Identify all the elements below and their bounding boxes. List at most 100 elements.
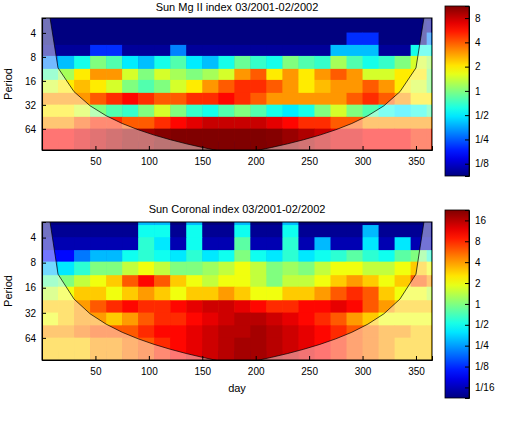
y-tick-label: 8 xyxy=(30,257,36,268)
plot-area xyxy=(42,222,432,360)
color-bar-tick: 2 xyxy=(465,61,481,72)
x-tick-label: 350 xyxy=(408,156,425,167)
y-tick: 8 xyxy=(30,257,46,268)
x-tick-label: 100 xyxy=(141,366,158,377)
x-tick-label: 250 xyxy=(301,156,318,167)
color-bar-tick-mark xyxy=(465,115,469,116)
cone-of-influence-line xyxy=(43,18,431,150)
color-bar-axis-line xyxy=(465,7,470,177)
color-bar-tick-label: 1/16 xyxy=(475,382,495,393)
y-tick-mark xyxy=(42,313,46,314)
y-tick: 8 xyxy=(30,52,46,63)
x-tick: 100 xyxy=(141,356,158,377)
y-tick: 4 xyxy=(30,232,46,243)
color-bar-tick-label: 1 xyxy=(475,86,481,97)
color-bar-tick: 1/8 xyxy=(465,361,489,372)
color-bar-tick-mark xyxy=(465,283,469,284)
heat-cell xyxy=(202,129,219,150)
color-bar xyxy=(445,210,469,398)
color-bar-tick: 1/8 xyxy=(465,158,489,169)
color-bar-tick-label: 8 xyxy=(475,13,481,24)
color-bar-tick: 4 xyxy=(465,37,481,48)
color-bar-tick-mark xyxy=(465,387,469,388)
color-bar-tick: 1/16 xyxy=(465,382,495,393)
y-tick-label: 32 xyxy=(25,307,37,318)
x-tick-label: 50 xyxy=(90,156,102,167)
x-tick-mark xyxy=(363,356,364,360)
color-bar-tick-mark xyxy=(465,42,469,43)
color-bar-tick-label: 2 xyxy=(475,61,481,72)
x-tick-label: 300 xyxy=(355,156,372,167)
x-tick-mark xyxy=(363,146,364,150)
color-bar-tick-mark xyxy=(465,91,469,92)
color-bar-tick-label: 8 xyxy=(475,236,481,247)
heat-cell xyxy=(250,338,267,360)
color-bar-tick-mark xyxy=(465,262,469,263)
x-tick-label: 200 xyxy=(248,366,265,377)
y-tick-mark xyxy=(42,238,46,239)
x-tick: 100 xyxy=(141,146,158,167)
x-tick-mark xyxy=(95,146,96,150)
y-tick-label: 4 xyxy=(30,28,36,39)
x-tick-mark xyxy=(416,146,417,150)
x-axis-line xyxy=(43,146,433,151)
color-bar-tick-label: 2 xyxy=(475,278,481,289)
x-tick: 300 xyxy=(355,356,372,377)
y-tick-label: 8 xyxy=(30,52,36,63)
y-tick-mark xyxy=(42,129,46,130)
x-axis-title: day xyxy=(228,382,246,394)
color-bar-tick: 1/2 xyxy=(465,110,489,121)
chart-title: Sun Mg II index 03/2001-02/2002 xyxy=(156,1,319,13)
cone-of-influence-line xyxy=(43,222,431,360)
y-tick-label: 32 xyxy=(25,100,37,111)
y-tick: 64 xyxy=(25,124,46,135)
color-bar-tick-label: 4 xyxy=(475,257,481,268)
x-tick-mark xyxy=(149,146,150,150)
color-bar-tick: 4 xyxy=(465,257,481,268)
x-tick-mark xyxy=(149,356,150,360)
y-tick: 16 xyxy=(25,76,46,87)
y-tick-mark xyxy=(42,33,46,34)
plot-frame xyxy=(42,222,432,360)
heat-cell xyxy=(218,338,235,360)
cone-of-influence xyxy=(43,18,431,150)
y-tick: 32 xyxy=(25,100,46,111)
plot-area xyxy=(42,18,432,150)
y-tick: 16 xyxy=(25,282,46,293)
color-bar-tick: 16 xyxy=(465,215,487,226)
y-tick-mark xyxy=(42,105,46,106)
color-bar-tick-label: 4 xyxy=(475,37,481,48)
y-tick: 64 xyxy=(25,333,46,344)
heat-cell xyxy=(202,338,219,360)
y-axis-title: Period xyxy=(2,275,14,307)
x-tick-mark xyxy=(95,356,96,360)
x-tick: 200 xyxy=(248,146,265,167)
x-axis: 50100150200250300350 xyxy=(43,356,433,377)
x-axis-line xyxy=(43,356,433,361)
color-bar-tick: 1 xyxy=(465,299,481,310)
y-tick-mark xyxy=(42,263,46,264)
x-tick-label: 200 xyxy=(248,156,265,167)
color-bar-tick: 1/2 xyxy=(465,319,489,330)
color-bar-tick-label: 1/4 xyxy=(475,340,489,351)
color-bar-tick: 1 xyxy=(465,86,481,97)
color-bar-tick-mark xyxy=(465,18,469,19)
x-tick: 250 xyxy=(301,146,318,167)
heat-cell xyxy=(234,129,251,150)
y-axis-line xyxy=(43,223,47,361)
x-tick-mark xyxy=(256,356,257,360)
x-tick-mark xyxy=(256,146,257,150)
color-bar-tick-label: 1 xyxy=(475,299,481,310)
color-bar-tick-mark xyxy=(465,346,469,347)
x-tick-mark xyxy=(309,356,310,360)
plot-frame xyxy=(42,18,432,150)
heat-cell xyxy=(250,129,267,150)
y-axis: 4 8 16 32 64 xyxy=(25,19,46,151)
color-bar-tick: 2 xyxy=(465,278,481,289)
x-axis: 50100150200250300350 xyxy=(43,146,433,167)
heat-cell xyxy=(234,338,251,360)
y-axis-title: Period xyxy=(2,68,14,100)
y-tick: 32 xyxy=(25,307,46,318)
color-bar-tick-mark xyxy=(465,241,469,242)
panel: 5010015020025030035048163264Sun Coronal … xyxy=(2,176,495,398)
